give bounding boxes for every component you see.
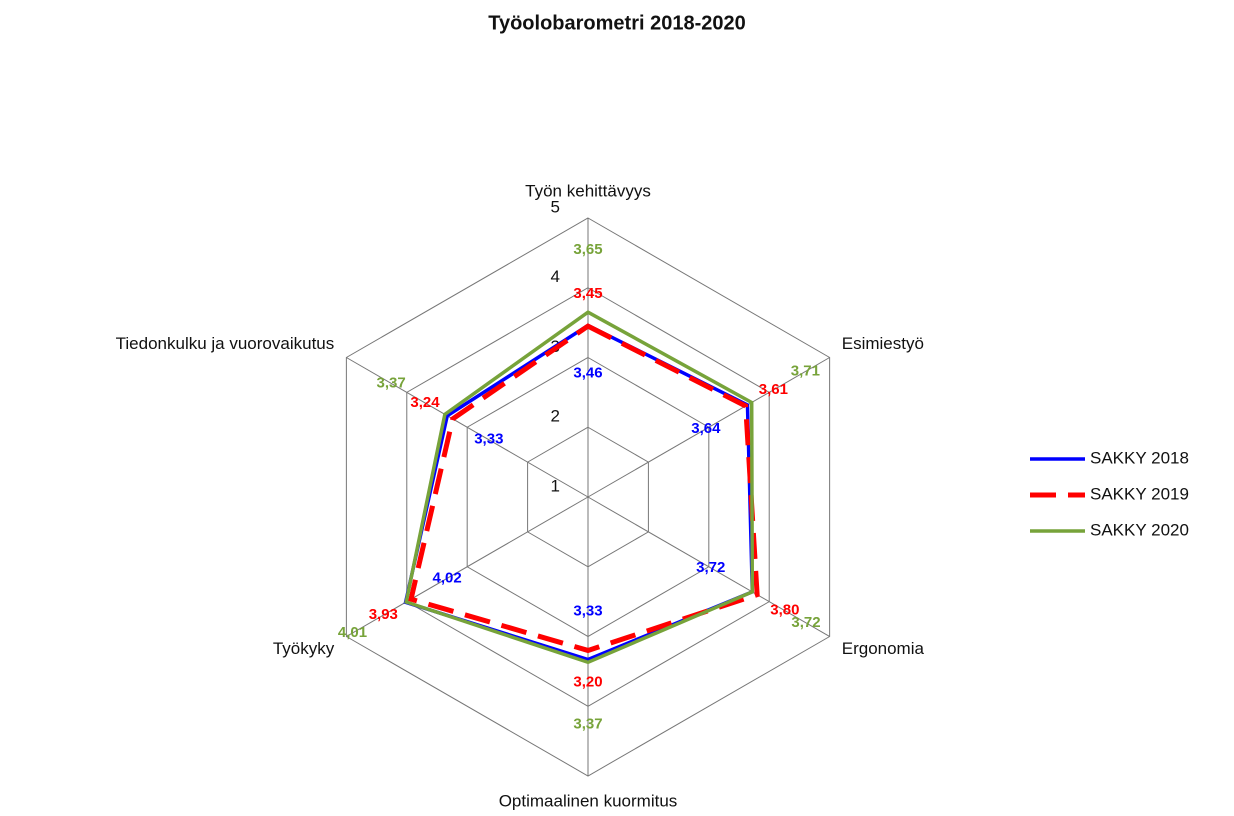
value-label: 4,02 — [433, 569, 462, 586]
value-label: 3,20 — [573, 673, 602, 690]
spoke — [346, 357, 589, 498]
value-label: 3,72 — [791, 614, 820, 631]
category-label: Työkyky — [273, 639, 335, 658]
spoke — [346, 496, 589, 637]
category-label: Optimaalinen kuormitus — [499, 791, 678, 810]
value-label: 3,24 — [410, 394, 440, 411]
legend-label: SAKKY 2020 — [1090, 520, 1189, 539]
spoke — [587, 357, 830, 498]
r-tick-label: 5 — [551, 197, 560, 216]
value-label: 3,65 — [573, 241, 602, 258]
legend-label: SAKKY 2018 — [1090, 448, 1189, 467]
series-line — [404, 310, 755, 665]
value-label: 3,80 — [770, 602, 799, 619]
value-label: 3,61 — [759, 381, 788, 398]
r-tick-label: 2 — [551, 407, 560, 426]
chart-title: Työolobarometri 2018-2020 — [488, 12, 746, 34]
category-label: Työn kehittävyys — [525, 181, 651, 200]
value-label: 3,37 — [573, 715, 602, 732]
r-tick-label: 4 — [551, 267, 560, 286]
r-tick-label: 1 — [551, 476, 560, 495]
value-label: 3,45 — [573, 285, 602, 302]
value-label: 3,37 — [377, 374, 406, 391]
series-line — [408, 323, 760, 654]
legend-label: SAKKY 2019 — [1090, 484, 1189, 503]
category-label: Esimiestyö — [842, 334, 924, 353]
value-label: 3,33 — [573, 602, 602, 619]
value-label: 3,93 — [369, 606, 398, 623]
value-label: 3,64 — [691, 420, 721, 437]
category-label: Ergonomia — [842, 639, 925, 658]
value-label: 3,33 — [474, 431, 503, 448]
value-label: 3,71 — [791, 362, 820, 379]
category-label: Tiedonkulku ja vuorovaikutus — [116, 334, 335, 353]
spoke — [587, 496, 830, 637]
value-label: 3,72 — [696, 559, 725, 576]
value-label: 4,01 — [338, 624, 367, 641]
value-label: 3,46 — [573, 364, 602, 381]
